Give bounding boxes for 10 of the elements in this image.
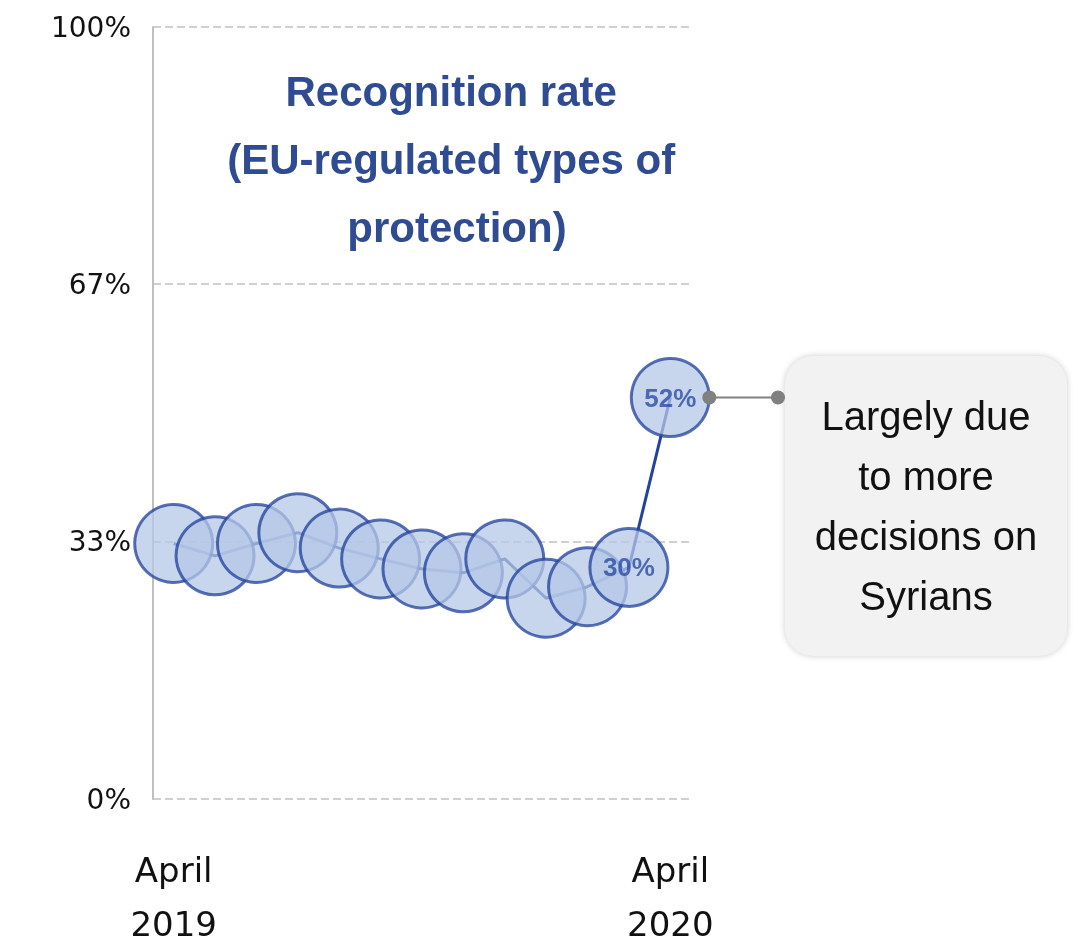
text: Largely due to more decisions on Syrians	[785, 355, 1067, 656]
x-tick-label: April 2019	[130, 850, 217, 944]
x-tick-label: April 2020	[627, 850, 714, 944]
data-label: 52%	[644, 382, 697, 413]
y-tick-label: 100%	[50, 10, 131, 44]
y-tick-label: 33%	[68, 525, 131, 559]
y-tick-label: 67%	[68, 267, 131, 301]
y-tick-label: 0%	[86, 782, 131, 816]
data-label: 30%	[602, 552, 655, 583]
text: Recognition rate (EU-regulated types of protection)	[227, 67, 687, 251]
